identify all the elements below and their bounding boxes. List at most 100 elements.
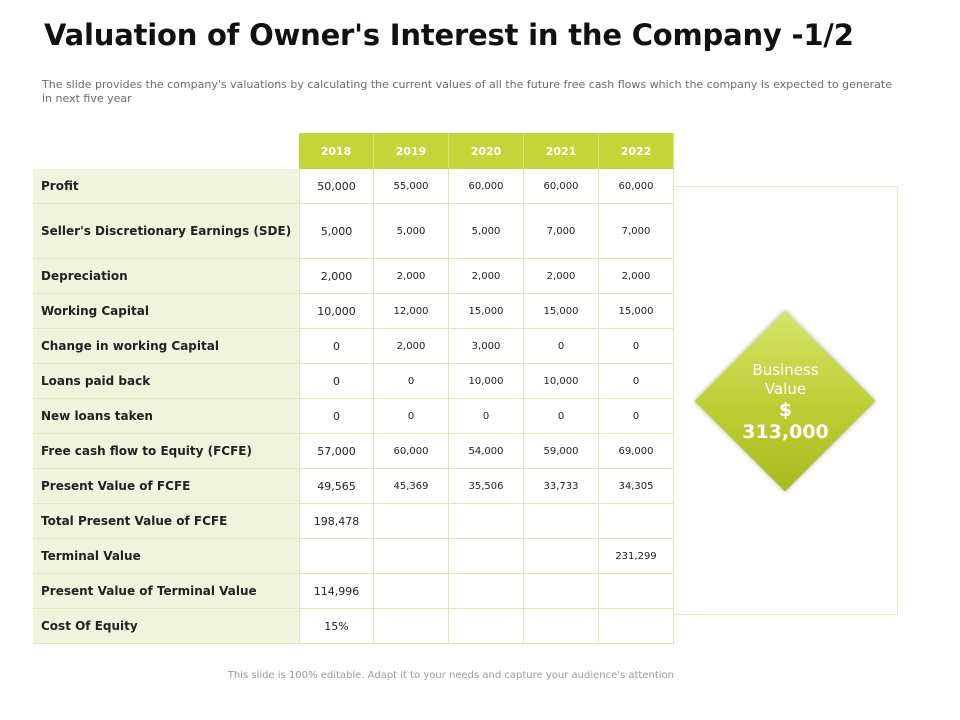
value-cell: 57,000: [299, 434, 374, 469]
value-cell: 69,000: [599, 434, 674, 469]
table-row: Terminal Value 231,299: [33, 539, 674, 574]
value-cell: 60,000: [449, 169, 524, 204]
table-header-row: 2018 2019 2020 2021 2022: [33, 133, 674, 169]
value-cell: 35,506: [449, 469, 524, 504]
year-header: 2019: [374, 133, 449, 169]
value-cell: 12,000: [374, 294, 449, 329]
page-subtitle: The slide provides the company's valuati…: [42, 78, 892, 105]
value-cell: [299, 539, 374, 574]
value-cell: 7,000: [524, 204, 599, 259]
page-title: Valuation of Owner's Interest in the Com…: [44, 18, 854, 52]
value-cell: 15%: [299, 609, 374, 644]
business-value-amount: 313,000: [742, 420, 829, 443]
value-cell: 2,000: [374, 259, 449, 294]
row-label: Working Capital: [33, 294, 299, 329]
business-value-label-2: Value: [764, 379, 807, 398]
value-cell: 7,000: [599, 204, 674, 259]
value-cell: [524, 574, 599, 609]
value-cell: 114,996: [299, 574, 374, 609]
row-label: Terminal Value: [33, 539, 299, 574]
table-row: Change in working Capital 0 2,000 3,000 0 0: [33, 329, 674, 364]
value-cell: 0: [299, 364, 374, 399]
row-label: Total Present Value of FCFE: [33, 504, 299, 539]
table-row: Loans paid back 0 0 10,000 10,000 0: [33, 364, 674, 399]
row-label: Loans paid back: [33, 364, 299, 399]
value-cell: 60,000: [374, 434, 449, 469]
value-cell: 60,000: [524, 169, 599, 204]
value-cell: 54,000: [449, 434, 524, 469]
value-cell: 5,000: [449, 204, 524, 259]
value-cell: [524, 539, 599, 574]
value-cell: 0: [524, 399, 599, 434]
value-cell: 34,305: [599, 469, 674, 504]
value-cell: 0: [599, 364, 674, 399]
row-label: Seller's Discretionary Earnings (SDE): [33, 204, 299, 259]
value-cell: 2,000: [599, 259, 674, 294]
value-cell: 50,000: [299, 169, 374, 204]
value-cell: [374, 609, 449, 644]
value-cell: 0: [599, 329, 674, 364]
value-cell: 3,000: [449, 329, 524, 364]
value-cell: [599, 504, 674, 539]
value-cell: 2,000: [299, 259, 374, 294]
value-cell: [599, 574, 674, 609]
value-cell: 0: [449, 399, 524, 434]
table-row: Working Capital 10,000 12,000 15,000 15,000 1…: [33, 294, 674, 329]
value-cell: 45,369: [374, 469, 449, 504]
value-cell: 198,478: [299, 504, 374, 539]
row-label: Present Value of FCFE: [33, 469, 299, 504]
table-body: Profit 50,000 55,000 60,000 60,000 60,000 Sell…: [33, 169, 674, 644]
value-cell: [449, 609, 524, 644]
business-value-badge: Business Value $ 313,000: [694, 310, 876, 492]
value-cell: 0: [299, 329, 374, 364]
value-cell: 15,000: [449, 294, 524, 329]
business-value-panel: [674, 186, 898, 615]
value-cell: 0: [599, 399, 674, 434]
table-row: Free cash flow to Equity (FCFE) 57,000 60,…: [33, 434, 674, 469]
value-cell: 33,733: [524, 469, 599, 504]
value-cell: 2,000: [524, 259, 599, 294]
row-label: Present Value of Terminal Value: [33, 574, 299, 609]
value-cell: [449, 539, 524, 574]
year-header: 2018: [299, 133, 374, 169]
footer-note: This slide is 100% editable. Adapt it to…: [227, 670, 674, 681]
row-label: Change in working Capital: [33, 329, 299, 364]
row-label: Profit: [33, 169, 299, 204]
value-cell: 2,000: [449, 259, 524, 294]
table-row: Depreciation 2,000 2,000 2,000 2,000 2,000: [33, 259, 674, 294]
value-cell: 60,000: [599, 169, 674, 204]
header-corner: [33, 133, 299, 169]
value-cell: 5,000: [374, 204, 449, 259]
row-label: Depreciation: [33, 259, 299, 294]
value-cell: [449, 504, 524, 539]
value-cell: 0: [524, 329, 599, 364]
row-label: Free cash flow to Equity (FCFE): [33, 434, 299, 469]
value-cell: 2,000: [374, 329, 449, 364]
row-label: New loans taken: [33, 399, 299, 434]
table-row: Seller's Discretionary Earnings (SDE) 5,0…: [33, 204, 674, 259]
value-cell: [374, 539, 449, 574]
value-cell: 49,565: [299, 469, 374, 504]
value-cell: 0: [374, 364, 449, 399]
table-row: Profit 50,000 55,000 60,000 60,000 60,000: [33, 169, 674, 204]
value-cell: 10,000: [449, 364, 524, 399]
table-row: Cost Of Equity 15%: [33, 609, 674, 644]
valuation-table: 2018 2019 2020 2021 2022 Profit 50,000 55,…: [33, 133, 674, 644]
value-cell: 5,000: [299, 204, 374, 259]
year-header: 2022: [599, 133, 674, 169]
table-row: Present Value of FCFE 49,565 45,369 35,506 3…: [33, 469, 674, 504]
value-cell: [374, 574, 449, 609]
value-cell: 0: [299, 399, 374, 434]
value-cell: 15,000: [599, 294, 674, 329]
value-cell: [449, 574, 524, 609]
value-cell: 0: [374, 399, 449, 434]
value-cell: 10,000: [524, 364, 599, 399]
table-row: Total Present Value of FCFE 198,478: [33, 504, 674, 539]
business-value-currency: $: [778, 398, 793, 421]
table-row: New loans taken 0 0 0 0 0: [33, 399, 674, 434]
value-cell: [524, 504, 599, 539]
value-cell: [524, 609, 599, 644]
value-cell: 15,000: [524, 294, 599, 329]
business-value-text: Business Value $ 313,000: [695, 311, 876, 492]
row-label: Cost Of Equity: [33, 609, 299, 644]
